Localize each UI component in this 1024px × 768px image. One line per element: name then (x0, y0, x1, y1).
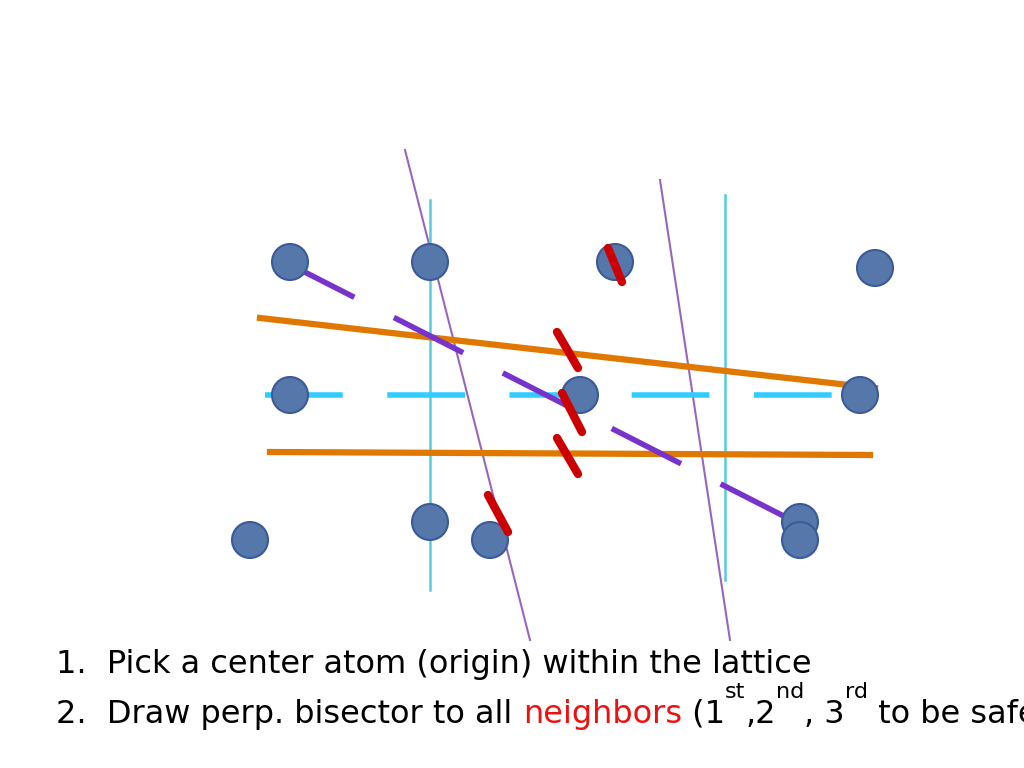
Circle shape (782, 522, 818, 558)
Circle shape (272, 377, 308, 413)
Text: , 3: , 3 (804, 699, 845, 730)
Text: rd: rd (845, 682, 867, 702)
Text: 1.  Pick a center atom (origin) within the lattice: 1. Pick a center atom (origin) within th… (56, 649, 812, 680)
Circle shape (232, 522, 268, 558)
Text: ,2: ,2 (745, 699, 776, 730)
Circle shape (472, 522, 508, 558)
Circle shape (412, 244, 449, 280)
Circle shape (782, 504, 818, 540)
Text: to be safe): to be safe) (867, 699, 1024, 730)
Text: neighbors: neighbors (522, 699, 682, 730)
Text: st: st (725, 682, 745, 702)
Text: nd: nd (776, 682, 804, 702)
Circle shape (272, 244, 308, 280)
Circle shape (842, 377, 878, 413)
Circle shape (412, 504, 449, 540)
Circle shape (562, 377, 598, 413)
Circle shape (857, 250, 893, 286)
Text: (1: (1 (682, 699, 725, 730)
Text: 2.  Draw perp. bisector to all: 2. Draw perp. bisector to all (56, 699, 522, 730)
Circle shape (597, 244, 633, 280)
